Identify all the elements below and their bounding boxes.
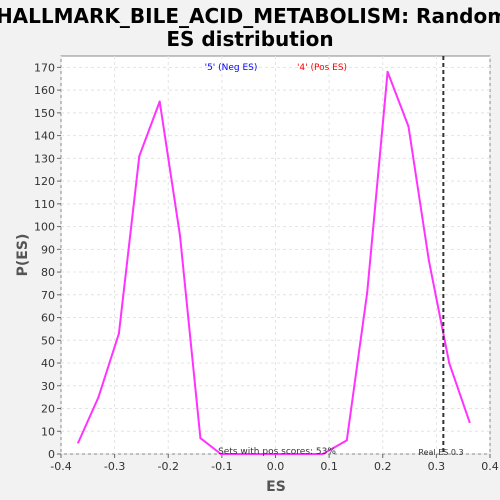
y-axis-ticks: 0 10 20 30 40 50 60 70 80 90 100 110 120 130 140 150 160…	[34, 61, 61, 461]
y-tick-label: 150	[34, 107, 55, 120]
x-axis-label: ES	[266, 479, 286, 495]
x-tick-label: 0.0	[267, 460, 285, 473]
y-tick-label: 140	[34, 130, 55, 143]
data-point	[117, 332, 120, 335]
data-point	[301, 453, 304, 455]
data-point	[199, 437, 202, 440]
y-tick-label: 130	[34, 152, 55, 165]
y-tick-label: 20	[41, 403, 55, 416]
data-point	[138, 155, 141, 158]
data-point	[260, 453, 263, 455]
data-point	[97, 396, 100, 399]
chart-title-line2: ES distribution	[166, 27, 333, 51]
data-point	[468, 421, 471, 424]
legend-item-pos-es: '4' (Pos ES)	[297, 63, 347, 73]
grid-lines	[60, 56, 491, 455]
data-point	[240, 453, 243, 455]
x-tick-label: -0.1	[211, 460, 232, 473]
data-point	[77, 441, 80, 444]
data-point	[427, 259, 430, 262]
x-tick-label: 0.3	[428, 460, 446, 473]
y-tick-label: 170	[34, 61, 55, 74]
x-axis-ticks: -0.4 -0.3 -0.2 -0.1 0.0 0.1 0.2 0.3 0.4	[50, 454, 499, 473]
data-point	[407, 125, 410, 128]
data-point	[366, 291, 369, 294]
y-tick-label: 70	[41, 289, 55, 302]
y-axis-label: P(ES)	[15, 234, 31, 277]
y-tick-label: 120	[34, 175, 55, 188]
data-point	[280, 453, 283, 455]
y-tick-label: 0	[48, 448, 55, 461]
real-es-annotation: Real ES 0.3	[418, 448, 463, 457]
chart-title-line1: HALLMARK_BILE_ACID_METABOLISM: Random	[0, 4, 500, 28]
x-tick-label: -0.4	[50, 460, 71, 473]
y-tick-label: 160	[34, 84, 55, 97]
y-tick-label: 40	[41, 357, 55, 370]
x-tick-label: -0.3	[104, 460, 125, 473]
series-layer	[77, 70, 471, 455]
pos-scores-annotation: Sets with pos scores: 53%	[218, 447, 336, 457]
y-tick-label: 90	[41, 243, 55, 256]
y-tick-label: 110	[34, 198, 55, 211]
y-tick-label: 80	[41, 266, 55, 279]
series-line	[77, 70, 471, 455]
y-tick-label: 10	[41, 425, 55, 438]
x-tick-label: 0.4	[481, 460, 499, 473]
data-point	[219, 453, 222, 455]
data-point	[321, 453, 324, 455]
y-tick-label: 60	[41, 312, 55, 325]
legend-item-neg-es: '5' (Neg ES)	[205, 63, 258, 73]
x-tick-label: -0.2	[158, 460, 179, 473]
y-tick-label: 50	[41, 334, 55, 347]
data-point	[158, 100, 161, 103]
data-point	[179, 234, 182, 237]
data-point	[345, 439, 348, 442]
y-tick-label: 100	[34, 221, 55, 234]
data-point	[386, 70, 389, 73]
data-point	[448, 362, 451, 365]
x-tick-label: 0.1	[320, 460, 338, 473]
x-tick-label: 0.2	[374, 460, 392, 473]
y-tick-label: 30	[41, 380, 55, 393]
